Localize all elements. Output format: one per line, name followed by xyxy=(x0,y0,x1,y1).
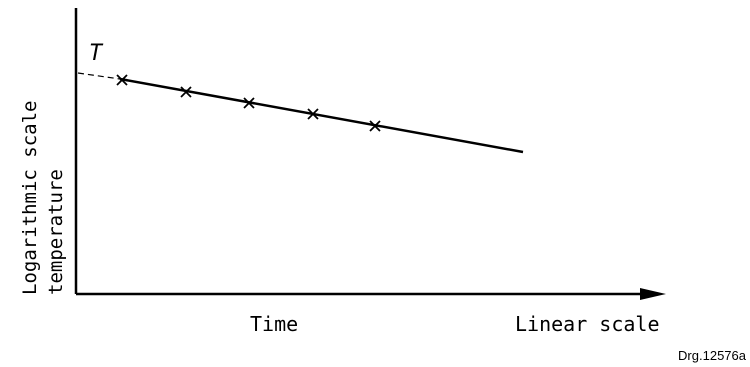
measurement-point xyxy=(180,86,192,98)
x-axis-label-time: Time xyxy=(250,312,298,336)
measurement-point xyxy=(243,97,255,109)
x-axis-label-scale: Linear scale xyxy=(515,312,660,336)
x-axis-arrowhead xyxy=(640,288,666,300)
drawing-reference: Drg.12576a xyxy=(678,348,747,363)
measurement-point xyxy=(116,74,128,86)
measurement-markers xyxy=(116,74,381,132)
measurement-point xyxy=(307,108,319,120)
intercept-label: T xyxy=(89,41,104,66)
y-axis-label-line1: Logarithmic scale xyxy=(19,101,41,295)
measurement-point xyxy=(369,120,381,132)
y-axis-label-line2: temperature xyxy=(45,169,67,295)
extrapolation-dashed-line xyxy=(77,72,121,80)
trend-line xyxy=(119,77,524,154)
